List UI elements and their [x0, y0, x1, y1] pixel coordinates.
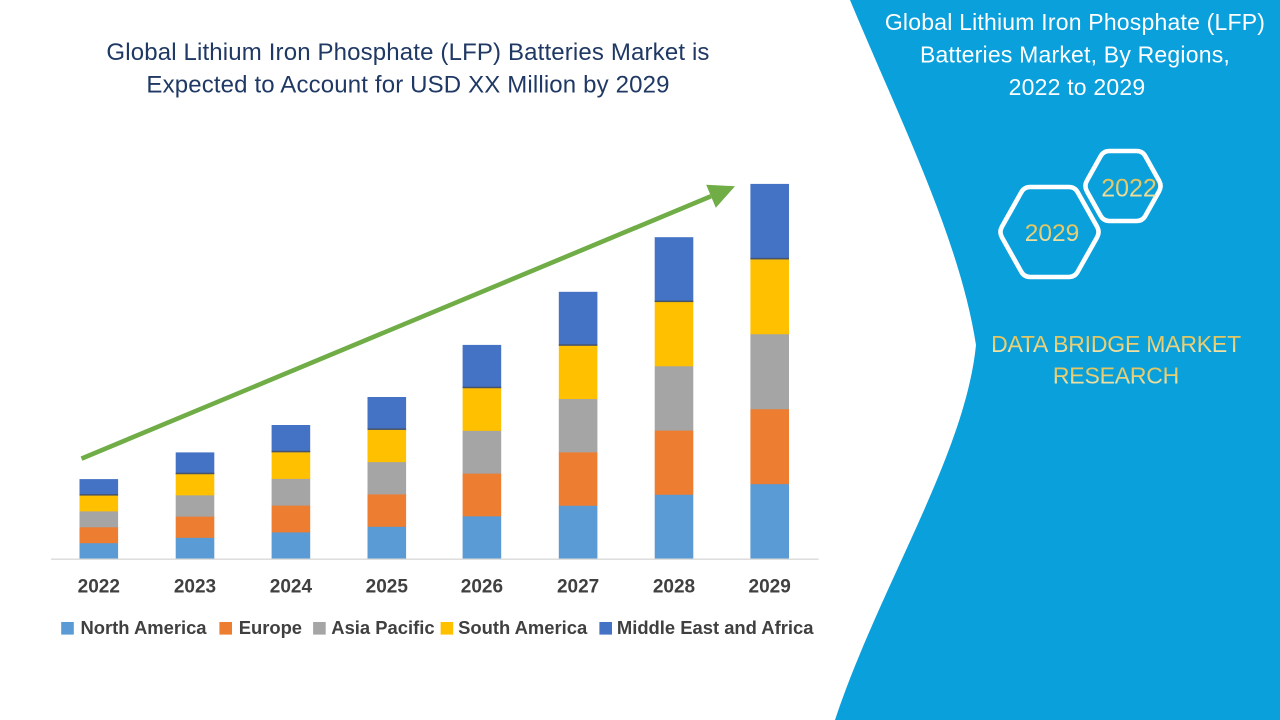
svg-text:2026: 2026 [461, 577, 503, 598]
svg-text:2029: 2029 [749, 577, 791, 598]
svg-text:DATA BRIDGE MARKET: DATA BRIDGE MARKET [991, 331, 1241, 357]
svg-text:Batteries Market, By Regions,: Batteries Market, By Regions, [920, 42, 1230, 68]
svg-text:Middle East and Africa: Middle East and Africa [617, 617, 814, 638]
svg-text:2027: 2027 [557, 577, 599, 598]
svg-text:Global Lithium Iron Phosphate: Global Lithium Iron Phosphate (LFP) Batt… [106, 39, 709, 66]
svg-text:South America: South America [458, 617, 588, 638]
svg-text:2024: 2024 [270, 577, 313, 598]
svg-text:2028: 2028 [653, 577, 695, 598]
svg-text:Europe: Europe [239, 617, 302, 638]
svg-text:2025: 2025 [366, 577, 409, 598]
svg-text:North America: North America [81, 617, 208, 638]
svg-text:2022: 2022 [78, 577, 120, 598]
svg-text:RESEARCH: RESEARCH [1053, 363, 1179, 389]
svg-text:2022: 2022 [1101, 175, 1157, 203]
svg-text:Global Lithium Iron Phosphate: Global Lithium Iron Phosphate (LFP) [885, 9, 1265, 35]
svg-text:Asia Pacific: Asia Pacific [331, 617, 434, 638]
svg-text:2029: 2029 [1025, 220, 1080, 247]
svg-text:2022 to 2029: 2022 to 2029 [1009, 74, 1146, 100]
svg-text:2023: 2023 [174, 577, 216, 598]
svg-text:Expected to Account for USD XX: Expected to Account for USD XX Million b… [146, 72, 669, 99]
